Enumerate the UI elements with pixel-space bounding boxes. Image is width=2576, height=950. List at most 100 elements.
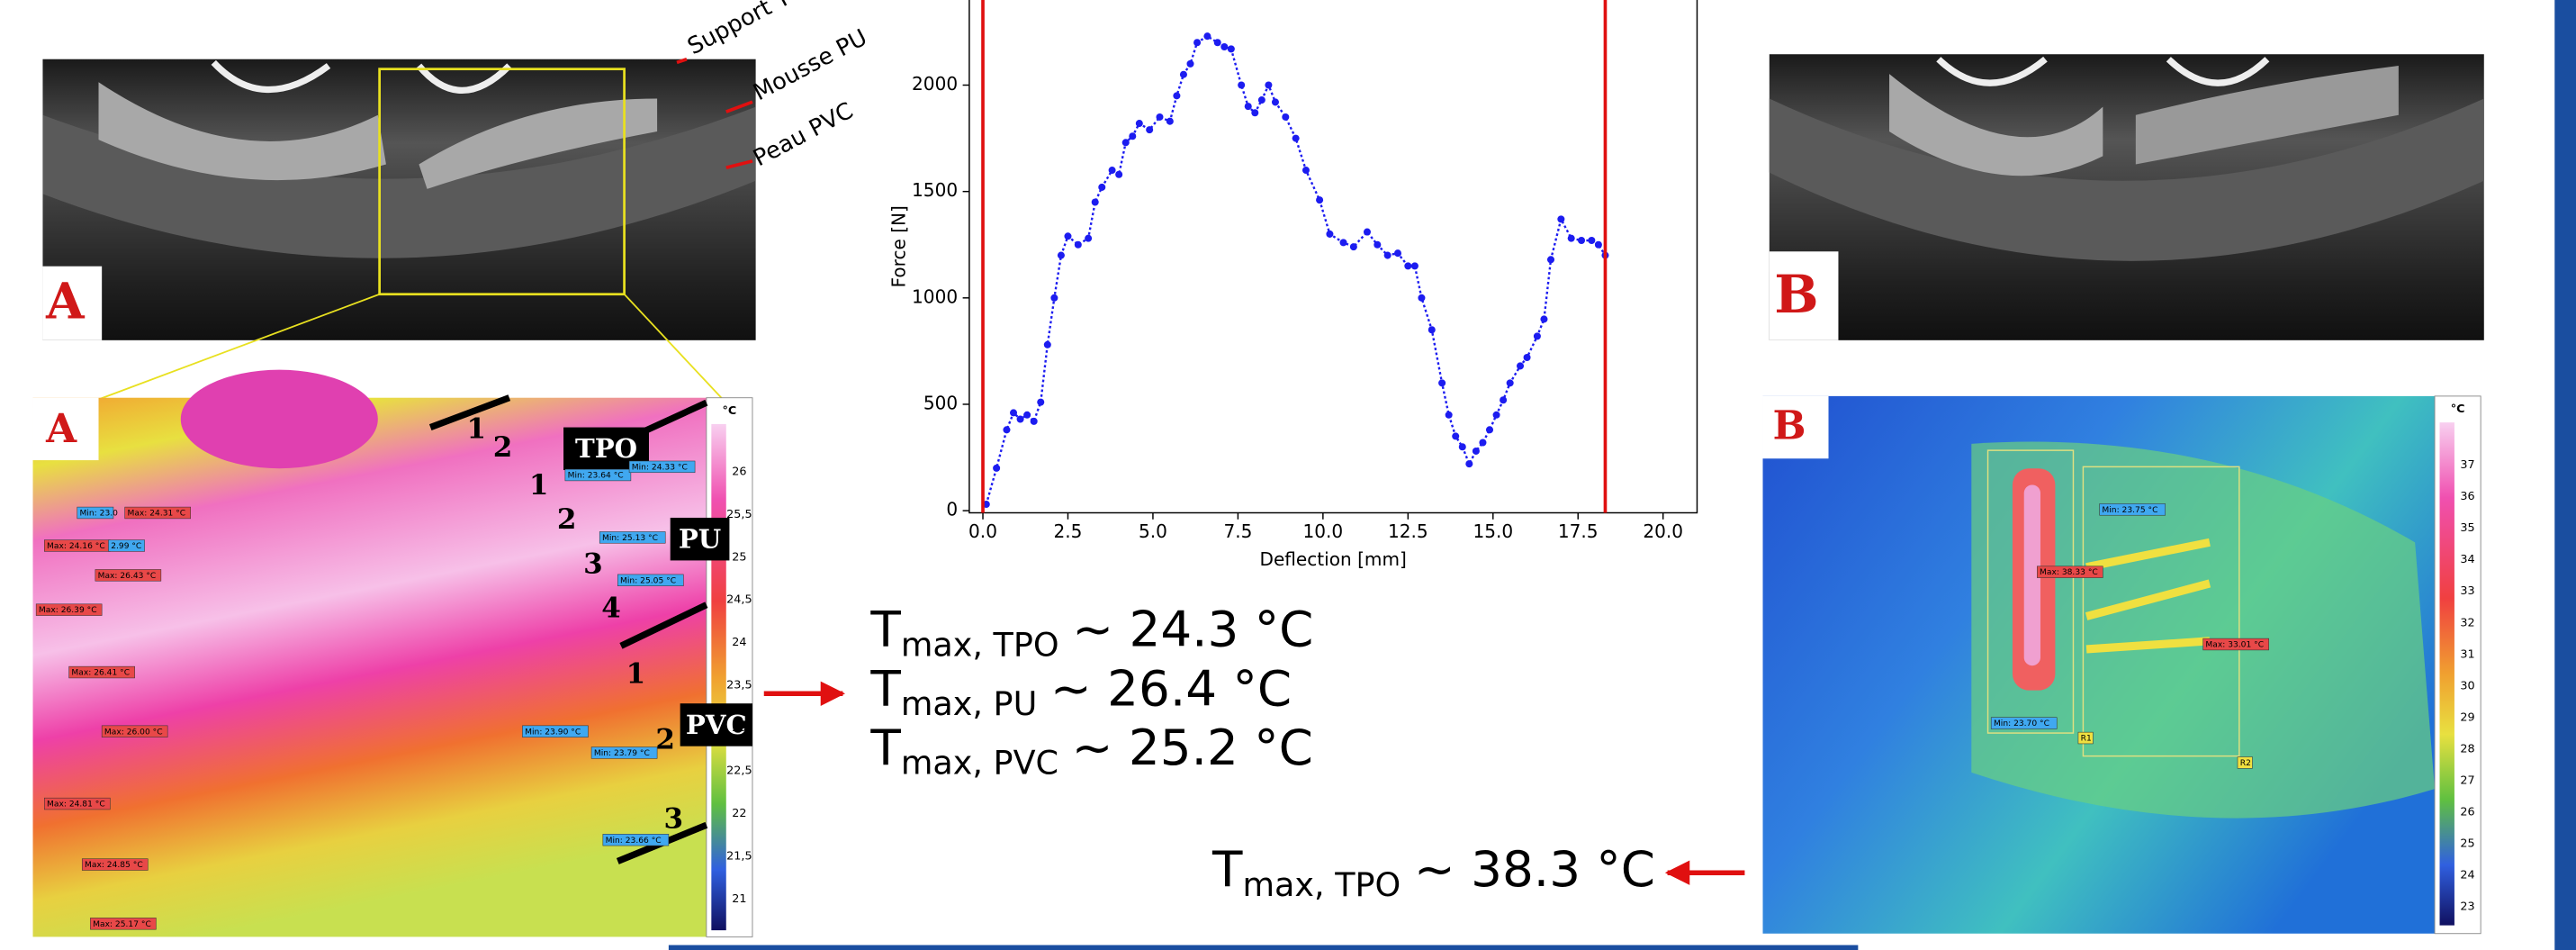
layer-number: 2 xyxy=(493,431,513,464)
measure-label: Min: 23.0 xyxy=(80,510,119,519)
data-point xyxy=(1115,170,1123,178)
measure-label: Min: 23.75 °C xyxy=(2102,506,2157,515)
colorbar-label: 23,5 xyxy=(726,679,752,692)
data-point xyxy=(1540,315,1548,323)
result: Tmax, PU ~ 26.4 °C xyxy=(869,660,1292,723)
data-point xyxy=(1465,460,1473,468)
measure-label: R2 xyxy=(2240,759,2251,768)
measure-label: Min: 24.33 °C xyxy=(632,463,688,472)
data-point xyxy=(1485,426,1494,434)
data-point xyxy=(1030,417,1038,425)
x-axis-label: Deflection [mm] xyxy=(1260,548,1407,570)
data-point xyxy=(1227,45,1235,53)
measure-box xyxy=(2202,638,2269,651)
colorbar-label: 26 xyxy=(732,465,746,478)
data-point xyxy=(1472,447,1480,455)
data-point xyxy=(1193,39,1202,47)
measure-label: Min: 23.66 °C xyxy=(606,837,662,846)
data-point xyxy=(993,464,1001,472)
data-point xyxy=(1533,332,1541,340)
photo-annotation: Support T xyxy=(683,0,796,60)
data-point xyxy=(1244,103,1252,111)
panel-label: B xyxy=(1772,403,1806,448)
measure-label: Min: 23.70 °C xyxy=(1994,719,2049,728)
measure-box xyxy=(44,797,111,810)
photo-annotation: Peau PVC xyxy=(749,97,858,172)
layer-label: PVC xyxy=(686,710,747,740)
colorbar-label: 29 xyxy=(2460,710,2474,724)
result-subscript: max, TPO xyxy=(1242,864,1401,903)
colorbar-label: 24,5 xyxy=(726,593,752,607)
data-point xyxy=(1438,379,1446,387)
data-point xyxy=(1135,120,1143,128)
data-point xyxy=(1098,183,1106,191)
measure-label: Max: 24.16 °C xyxy=(47,542,105,551)
measure-box xyxy=(2077,731,2094,745)
colorbar-label: 24 xyxy=(732,636,746,649)
force-deflection-chart: 0.0 2.5 5.0 7.5 10.0 12.5 15.0 17.5 20.0 0 500 1000… xyxy=(888,0,1698,570)
layer-number: 3 xyxy=(583,547,603,580)
data-point xyxy=(1179,70,1187,78)
data-point xyxy=(1050,294,1058,302)
photo-annotation: Mousse PU xyxy=(749,24,871,106)
x-tick-label: 20.0 xyxy=(1643,520,1683,542)
measure-box xyxy=(602,834,670,846)
data-point xyxy=(1057,251,1065,259)
measure-box xyxy=(101,725,168,737)
layer-number: 4 xyxy=(601,593,621,625)
data-point xyxy=(1523,353,1531,361)
y-tick-label: 1500 xyxy=(912,179,958,201)
measure-label: Min: 25.05 °C xyxy=(620,576,676,585)
data-point xyxy=(1500,396,1508,404)
result-symbol: T xyxy=(869,601,901,658)
measure-label: R1 xyxy=(2081,735,2092,744)
data-point xyxy=(1121,139,1130,147)
result: Tmax, TPO ~ 38.3 °C xyxy=(1211,840,1655,903)
colorbar-label: 37 xyxy=(2460,458,2474,472)
x-tick-label: 5.0 xyxy=(1139,520,1167,542)
measure-box xyxy=(95,569,162,582)
x-tick-label: 15.0 xyxy=(1473,520,1513,542)
measure-label: Max: 24.81 °C xyxy=(47,801,105,810)
measure-label: Max: 26.00 °C xyxy=(104,728,163,737)
measure-label: Max: 24.85 °C xyxy=(85,861,143,870)
data-point xyxy=(1410,262,1419,270)
y-tick-label: 0 xyxy=(946,499,958,520)
measure-box xyxy=(124,506,192,520)
measure-box xyxy=(628,460,696,474)
layer-label-box xyxy=(680,703,752,746)
layer-label: TPO xyxy=(575,433,637,464)
data-point xyxy=(1085,234,1093,242)
panel-label: A xyxy=(45,273,86,330)
x-tick-label: 17.5 xyxy=(1558,520,1599,542)
photo-a: A Support T Mousse PU Peau PVC xyxy=(42,0,871,401)
data-point xyxy=(1339,239,1347,247)
data-point xyxy=(1506,379,1514,387)
colorbar-label: 25 xyxy=(732,550,746,564)
x-tick-label: 10.0 xyxy=(1303,520,1344,542)
y-tick-label: 1000 xyxy=(912,285,958,307)
colorbar-label: 23 xyxy=(2460,900,2474,914)
measure-label: Max: 26.43 °C xyxy=(98,572,157,581)
data-point xyxy=(1363,228,1371,236)
colorbar-label: 34 xyxy=(2460,553,2474,566)
result-subscript: max, TPO xyxy=(901,625,1059,664)
measure-box xyxy=(2037,565,2103,578)
colorbar-label: 27 xyxy=(2460,774,2474,787)
layer-number: 1 xyxy=(529,469,549,502)
data-point xyxy=(1043,340,1051,348)
data-point xyxy=(1567,234,1575,242)
data-point xyxy=(1203,32,1211,41)
data-point xyxy=(1064,232,1072,240)
data-point xyxy=(1393,249,1402,258)
colorbar-unit: °C xyxy=(2451,403,2465,416)
measure-box xyxy=(81,858,149,871)
colorbar-label: 22 xyxy=(732,807,746,820)
colorbar-label: 33 xyxy=(2460,584,2474,598)
colorbar-label: 32 xyxy=(2460,616,2474,629)
measure-box xyxy=(35,603,103,616)
colorbar-label: 21 xyxy=(732,892,746,906)
measure-label: Max: 33.01 °C xyxy=(2205,641,2264,650)
measure-box xyxy=(617,574,684,586)
colorbar-label: 25,5 xyxy=(726,508,752,521)
